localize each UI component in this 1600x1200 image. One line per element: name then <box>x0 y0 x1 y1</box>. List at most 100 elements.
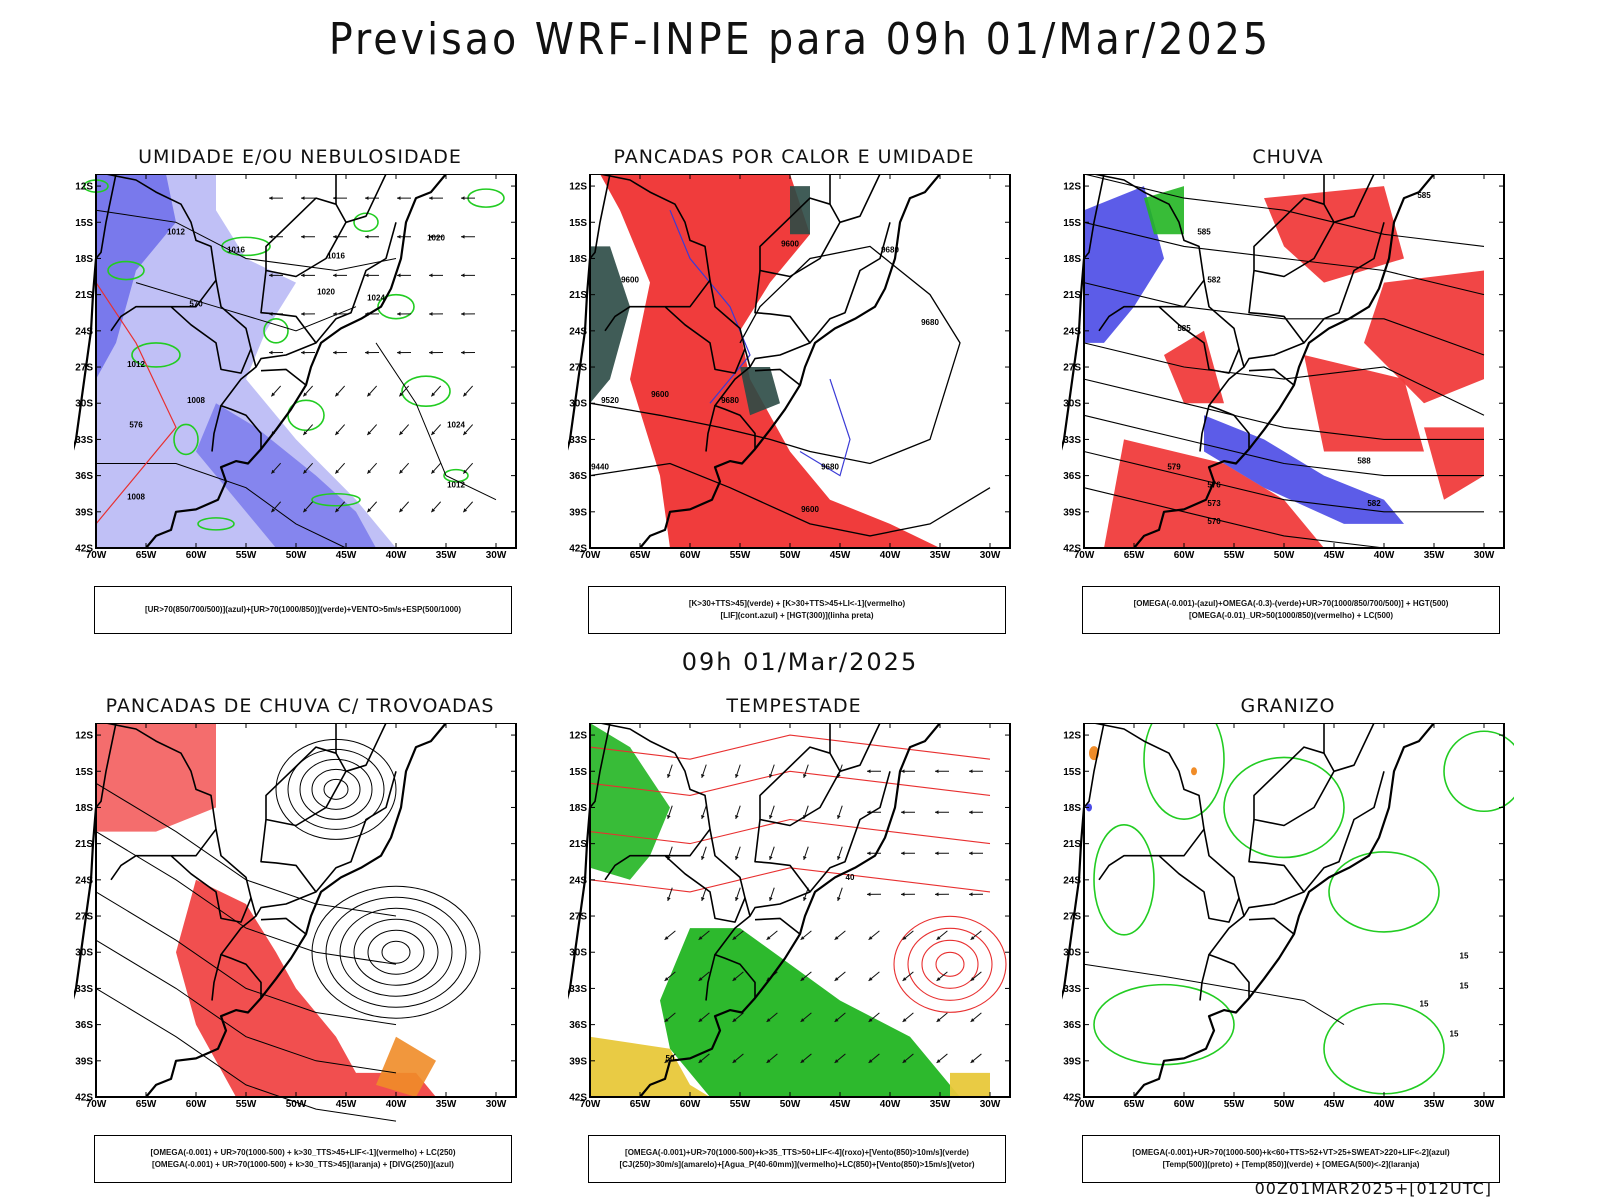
vector-head <box>335 431 340 435</box>
lon-label: 45W <box>830 1099 851 1110</box>
contour-label: 1024 <box>447 420 465 429</box>
vector-head <box>969 892 973 897</box>
vector-head <box>667 814 671 819</box>
isobar <box>96 463 347 549</box>
contour-label: 1016 <box>227 245 245 254</box>
border-line <box>1159 279 1205 308</box>
vector-head <box>868 1059 873 1063</box>
vector-head <box>902 936 907 940</box>
legend-line: [CJ(250)>30m/s](amarelo)+[Agua_P(40-60mm… <box>619 1160 975 1169</box>
lifted-index-contour <box>799 378 851 477</box>
border-line <box>589 723 611 809</box>
vector-head <box>902 977 907 981</box>
lon-label: 50W <box>1274 1099 1295 1110</box>
lat-label: 21S <box>1063 839 1081 850</box>
omega-strong-area <box>1144 186 1184 235</box>
map-umidade: 1012 1016 1016 1020 1020 1024 1024 1012 1008 1012… <box>74 174 526 574</box>
vector-head <box>271 469 276 474</box>
lat-label: 18S <box>569 254 587 265</box>
legend-line: [UR>70(850/700/500)](azul)+[UR>70(1000/8… <box>144 605 462 614</box>
vector-head <box>667 896 671 901</box>
contour-label: 570 <box>189 300 203 309</box>
border-line <box>604 305 665 332</box>
map-frame <box>589 174 1011 549</box>
border-line <box>1333 174 1375 224</box>
border-line <box>1248 917 1295 935</box>
lat-label: 21S <box>75 290 93 301</box>
lat-label: 24S <box>75 326 93 337</box>
streamline <box>95 831 397 965</box>
vector-head <box>399 469 404 474</box>
vector-head <box>664 977 669 981</box>
lon-label: 60W <box>1174 550 1195 561</box>
lat-label: 18S <box>1063 803 1081 814</box>
mid-time: 09h 01/Mar/2025 <box>681 648 919 676</box>
vector-head <box>868 1018 873 1022</box>
lat-label: 30S <box>75 399 93 410</box>
border-line <box>1159 828 1205 857</box>
contour-label: 1012 <box>447 481 465 490</box>
thickness-line <box>95 282 177 525</box>
rain-area <box>1424 427 1484 500</box>
vector-head <box>429 273 433 278</box>
border-line <box>1158 855 1240 923</box>
border-line <box>260 368 307 386</box>
vector-head <box>837 814 841 819</box>
vector-head <box>769 773 773 778</box>
contour-label: 1020 <box>427 233 445 242</box>
vector-head <box>303 431 308 435</box>
vector-head <box>732 977 737 981</box>
atlantic-coastline <box>639 723 941 1098</box>
border-line <box>1093 723 1250 999</box>
streamline <box>299 758 373 820</box>
vector-head <box>333 273 337 278</box>
vector-head <box>803 773 807 778</box>
precipitable-water-contour <box>893 915 1007 1013</box>
lat-label: 33S <box>569 435 587 446</box>
vector-head <box>463 392 468 397</box>
lat-label: 33S <box>75 984 93 995</box>
vector-head <box>735 896 739 901</box>
atlantic-coastline <box>1133 723 1435 1098</box>
vector-head <box>429 234 433 239</box>
lat-label: 12S <box>1063 731 1081 742</box>
pacific-coastline <box>74 807 98 1000</box>
border-line <box>265 746 347 827</box>
streamline <box>353 918 439 986</box>
lat-label: 12S <box>75 182 93 193</box>
contour-label: 15 <box>1420 1000 1429 1009</box>
vector-head <box>769 814 773 819</box>
contour-label: 9680 <box>721 396 739 405</box>
lon-label: 65W <box>630 1099 651 1110</box>
vector-head <box>333 312 337 316</box>
border-line <box>705 405 716 452</box>
green-humidity-contour <box>401 375 451 407</box>
lat-label: 42S <box>569 544 587 555</box>
vector-head <box>397 350 401 355</box>
contour-label: 1020 <box>317 288 335 297</box>
pacific-coastline <box>1062 807 1086 1000</box>
vector-head <box>936 1059 941 1063</box>
panel-title: PANCADAS DE CHUVA C/ TROVOADAS <box>105 695 495 717</box>
rain-area <box>1264 186 1404 283</box>
contour-label: 573 <box>1207 499 1221 508</box>
lat-label: 18S <box>1063 254 1081 265</box>
contour-label: 9600 <box>621 276 639 285</box>
vector-head <box>301 350 305 355</box>
thunderstorm-area <box>176 879 436 1097</box>
lon-label: 40W <box>880 550 901 561</box>
green-humidity-contour <box>131 342 181 368</box>
lat-label: 42S <box>569 1093 587 1104</box>
green-humidity-contour <box>287 399 325 432</box>
map-geography <box>1062 723 1435 1098</box>
vector-head <box>701 773 705 778</box>
legend-line: [OMEGA(-0.001)-(azul)+OMEGA(-0.3)-(verde… <box>1133 599 1449 608</box>
vector-head <box>269 234 273 239</box>
map-frame <box>1083 174 1505 549</box>
precipitable-water-contour <box>589 734 991 760</box>
border-line <box>255 342 317 368</box>
legend-line: [OMEGA(-0.01)_UR>50(1000/850)(vermelho) … <box>1188 611 1394 620</box>
vector-head <box>303 469 308 474</box>
lon-label: 30W <box>486 1099 507 1110</box>
vector-head <box>397 312 401 316</box>
